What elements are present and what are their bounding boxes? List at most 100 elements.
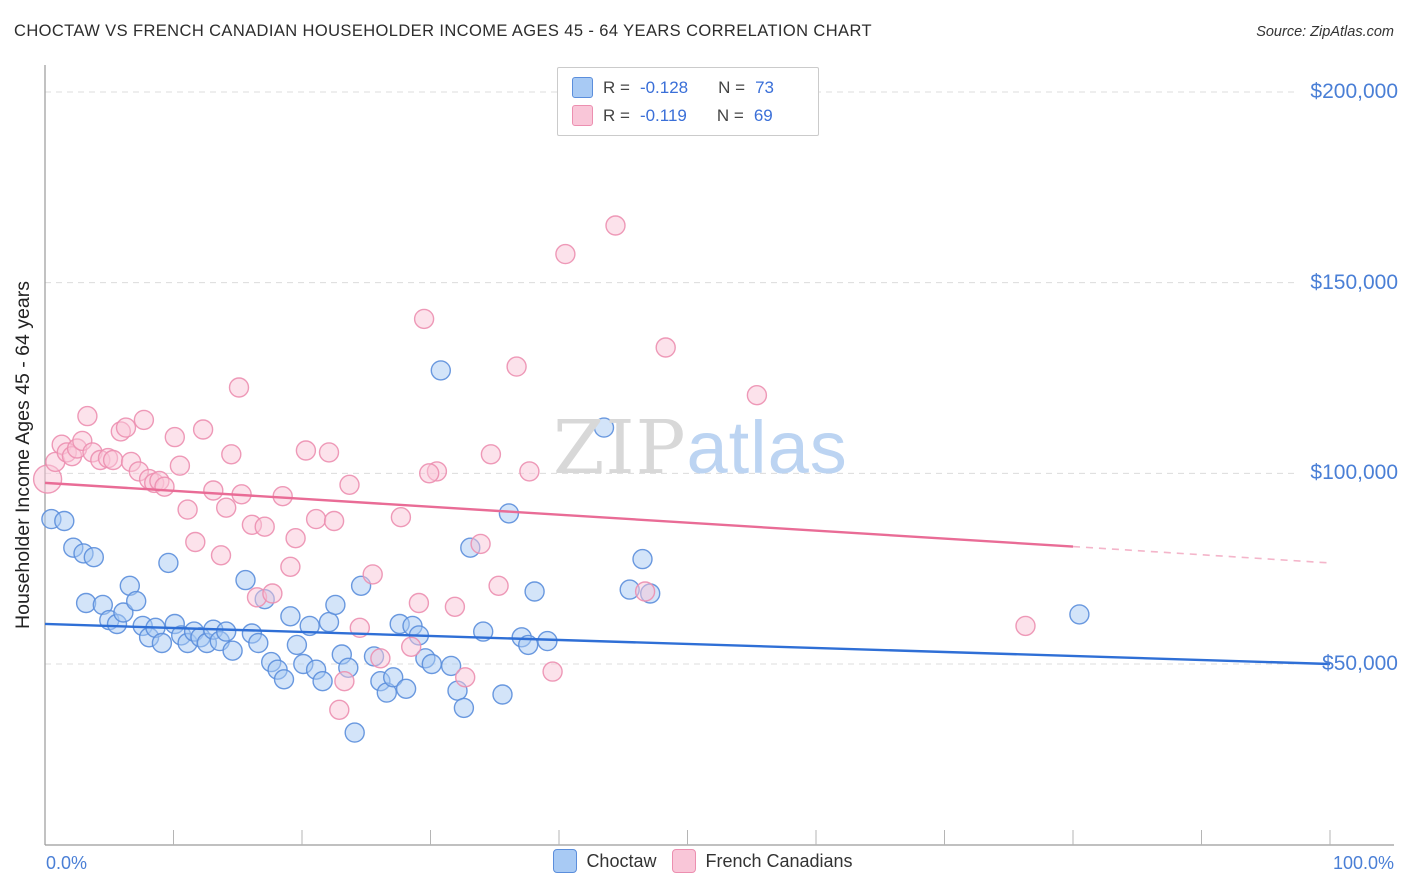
scatter-point: [334, 671, 355, 692]
scatter-point: [537, 630, 558, 652]
scatter-point: [158, 552, 179, 574]
correlation-legend: R = -0.128 N = 73 R = -0.119 N = 69: [557, 67, 819, 136]
scatter-point: [323, 510, 345, 532]
x-axis-max-label: 100.0%: [1332, 853, 1394, 873]
scatter-point: [395, 678, 417, 699]
scatter-point: [177, 499, 198, 520]
scatter-point: [262, 583, 283, 604]
scatter-point: [203, 480, 224, 501]
scatter-point: [228, 377, 250, 398]
scatter-point: [329, 699, 350, 720]
scatter-point: [430, 360, 451, 381]
scatter-point: [299, 615, 320, 637]
scatter-point: [280, 556, 301, 577]
trend-line-extrapolated: [1072, 545, 1331, 564]
scatter-point: [125, 590, 147, 612]
scatter-point: [488, 575, 509, 596]
scatter-point: [390, 507, 412, 528]
scatter-point: [151, 632, 173, 654]
scatter-point: [470, 533, 491, 555]
scatter-point: [632, 548, 653, 570]
n-label: N =: [716, 105, 744, 125]
scatter-point: [370, 648, 391, 669]
scatter-point: [453, 697, 475, 719]
scatter-point: [339, 474, 360, 495]
legend-label-choctaw: Choctaw: [586, 850, 657, 871]
scatter-point: [492, 684, 513, 705]
scatter-point: [362, 564, 383, 585]
scatter-point: [221, 444, 242, 465]
r-label: R =: [603, 77, 630, 97]
x-axis-min-label: 0.0%: [46, 853, 88, 873]
y-tick-150000: $150,000: [1310, 271, 1398, 294]
trend-line: [44, 622, 1331, 666]
scatter-point: [480, 444, 502, 465]
scatter-point: [325, 594, 346, 616]
series-legend: Choctaw French Canadians: [0, 849, 1406, 873]
legend-item-choctaw: Choctaw: [553, 849, 656, 873]
r-value-choctaw: -0.128: [639, 77, 689, 97]
french-canadian-swatch: [572, 105, 593, 126]
scatter-point: [154, 476, 175, 497]
scatter-point: [83, 547, 105, 568]
scatter-point: [295, 440, 317, 461]
scatter-point: [344, 722, 365, 743]
scatter-point: [593, 417, 615, 438]
y-axis-title: Householder Income Ages 45 - 64 years: [12, 281, 34, 629]
scatter-point: [605, 215, 626, 236]
scatter-point: [75, 592, 97, 614]
n-label: N =: [718, 77, 746, 97]
page-title: CHOCTAW VS FRENCH CANADIAN HOUSEHOLDER I…: [14, 22, 872, 40]
scatter-point: [498, 503, 520, 524]
choctaw-swatch: [553, 849, 578, 873]
r-value-french-canadian: -0.119: [639, 105, 687, 125]
scatter-point: [455, 667, 476, 688]
scatter-point: [248, 632, 269, 654]
y-tick-200000: $200,000: [1310, 80, 1398, 103]
correlation-row-french-canadian: R = -0.119 N = 69: [572, 105, 804, 126]
scatter-point: [254, 516, 275, 537]
scatter-point: [285, 528, 306, 549]
scatter-point: [222, 640, 243, 661]
legend-item-french-canadians: French Canadians: [672, 849, 853, 873]
y-tick-100000: $100,000: [1310, 461, 1398, 484]
scatter-point: [655, 337, 676, 358]
choctaw-swatch: [572, 77, 593, 98]
scatter-point: [115, 417, 137, 438]
scatter-point: [383, 667, 404, 688]
scatter-point: [542, 661, 563, 682]
scatter-point: [1015, 615, 1036, 637]
legend-label-french-canadians: French Canadians: [705, 850, 853, 871]
scatter-point: [318, 442, 340, 463]
scatter-point: [524, 581, 545, 602]
scatter-point: [634, 581, 656, 602]
scatter-point: [305, 508, 327, 530]
scatter-point: [746, 385, 768, 406]
n-value-choctaw: 73: [755, 77, 774, 97]
scatter-point: [235, 569, 256, 591]
scatter-point: [215, 621, 237, 642]
scatter-point: [54, 510, 75, 532]
scatter-point: [440, 655, 462, 677]
scatter-point: [77, 405, 98, 427]
french-canadian-swatch: [672, 849, 697, 873]
scatter-point: [413, 308, 435, 330]
scatter-point: [1069, 604, 1090, 625]
scatter-point: [419, 463, 440, 484]
scatter-point: [215, 497, 237, 518]
scatter-point: [185, 531, 206, 553]
scatter-point: [164, 426, 186, 448]
scatter-point: [312, 671, 333, 692]
scatter-point: [280, 606, 301, 627]
scatter-point: [102, 449, 124, 471]
scatter-point: [169, 455, 191, 476]
r-label: R =: [603, 105, 630, 125]
scatter-point: [113, 602, 134, 623]
y-tick-50000: $50,000: [1322, 652, 1398, 675]
scatter-point: [273, 669, 295, 690]
correlation-row-choctaw: R = -0.128 N = 73: [572, 77, 804, 98]
trend-line: [44, 481, 1074, 548]
scatter-point: [444, 596, 466, 617]
scatter-point: [506, 356, 527, 377]
